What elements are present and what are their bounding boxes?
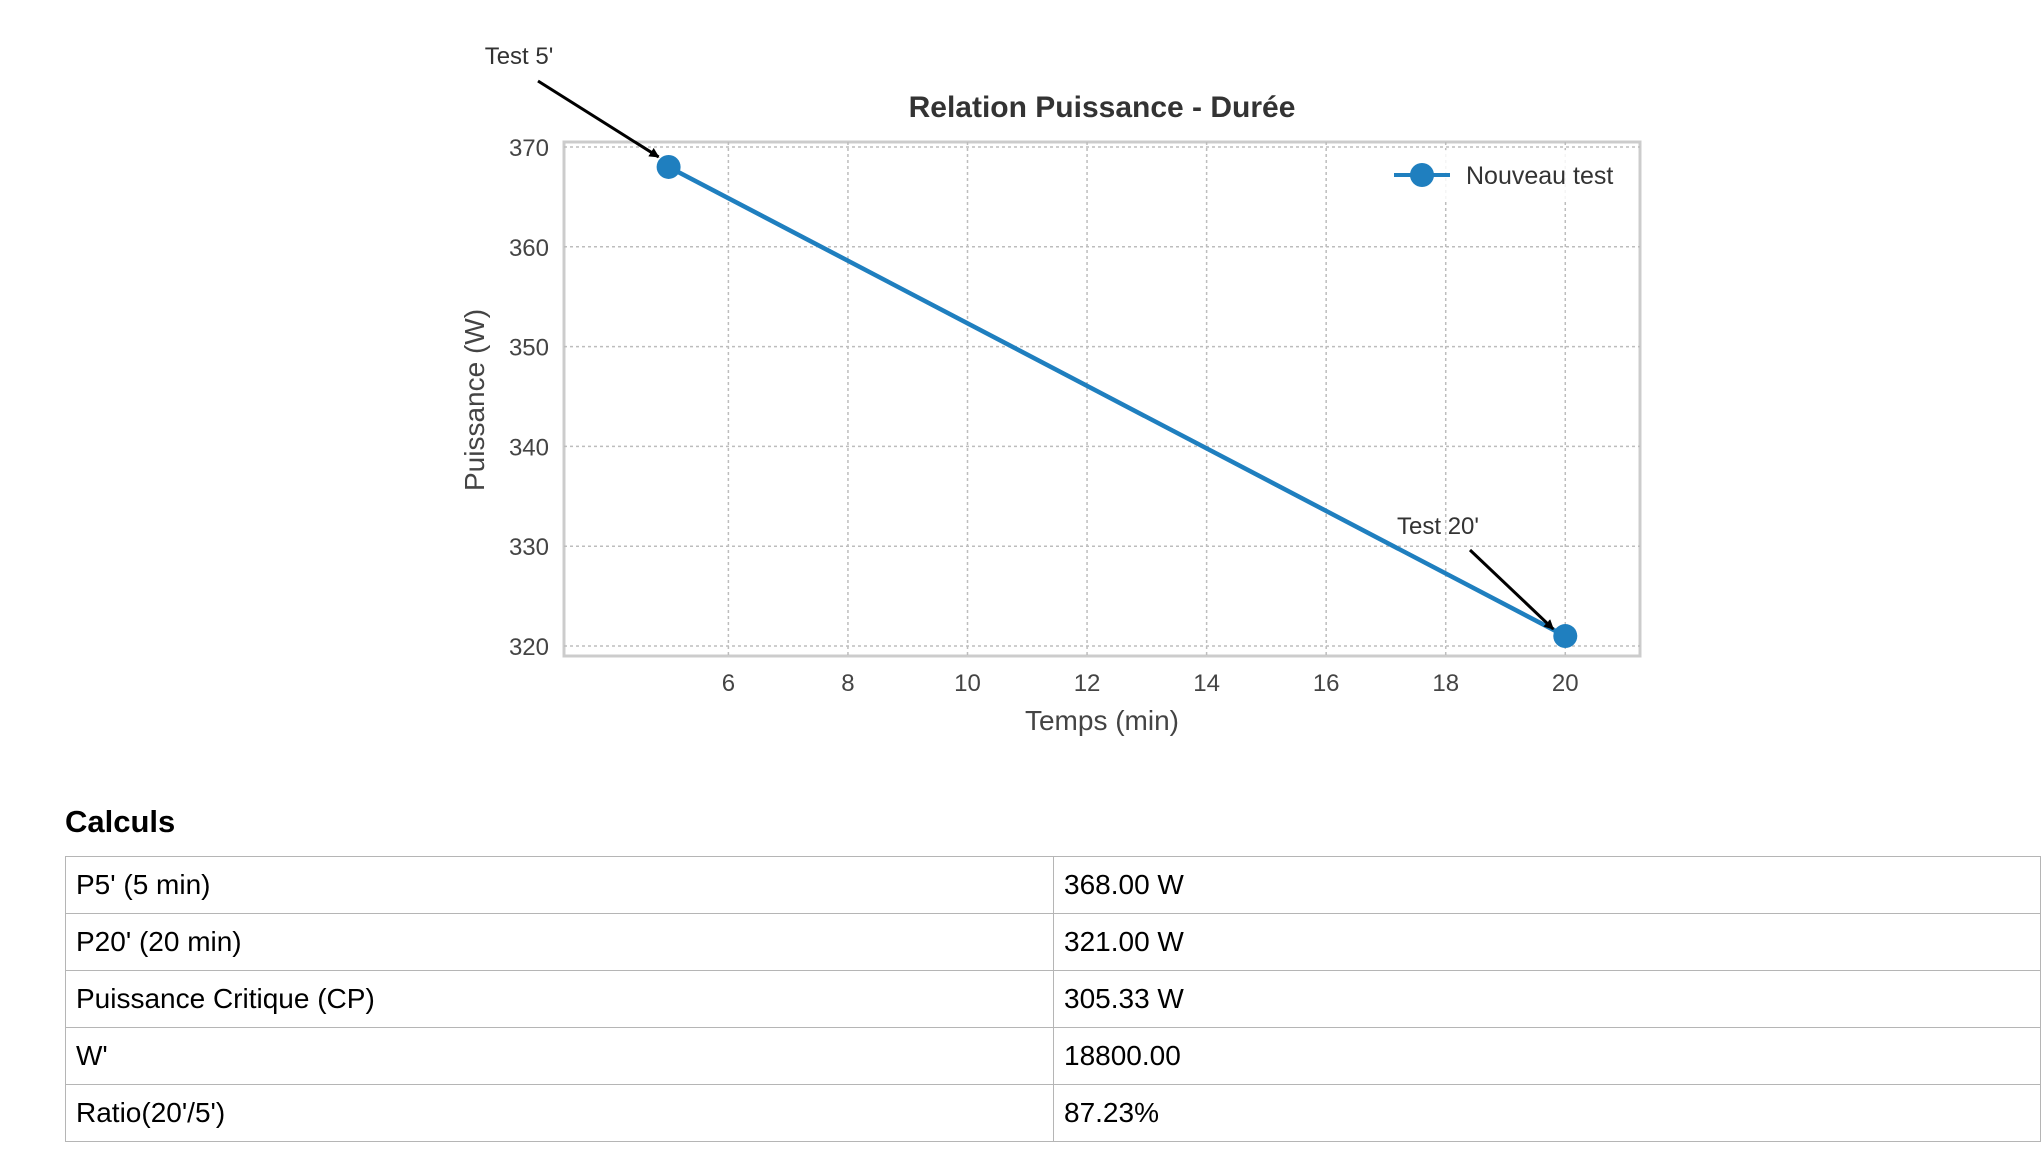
row-label: P5' (5 min) xyxy=(65,856,1054,914)
y-axis-label: Puissance (W) xyxy=(459,309,490,491)
y-axis-ticks: 320 330 340 350 360 370 xyxy=(509,135,549,661)
data-point xyxy=(1553,624,1578,649)
x-tick-label: 18 xyxy=(1432,670,1459,697)
annotation-arrow xyxy=(1468,548,1555,631)
x-tick-label: 16 xyxy=(1313,670,1340,697)
legend-label: Nouveau test xyxy=(1466,162,1613,190)
x-axis-ticks: 6 8 10 12 14 16 18 20 xyxy=(722,670,1579,697)
series-layer xyxy=(656,154,1578,649)
annotation-label: Test 20' xyxy=(1397,513,1479,540)
row-label: Ratio(20'/5') xyxy=(65,1084,1054,1142)
y-tick-label: 370 xyxy=(509,135,549,162)
table-row: W' 18800.00 xyxy=(65,1027,2041,1085)
y-tick-label: 360 xyxy=(509,235,549,262)
legend: Nouveau test xyxy=(1380,150,1632,200)
y-tick-label: 330 xyxy=(509,534,549,561)
row-value: 305.33 W xyxy=(1053,970,2041,1028)
x-tick-label: 12 xyxy=(1074,670,1101,697)
row-label: Puissance Critique (CP) xyxy=(65,970,1054,1028)
row-label: W' xyxy=(65,1027,1054,1085)
row-value: 321.00 W xyxy=(1053,913,2041,971)
annotation-label: Test 5' xyxy=(485,43,554,70)
table-row: P20' (20 min) 321.00 W xyxy=(65,913,2041,971)
y-tick-label: 340 xyxy=(509,434,549,461)
annotations-layer: Test 5' Test 20' xyxy=(485,43,1555,631)
table-row: Ratio(20'/5') 87.23% xyxy=(65,1084,2041,1142)
x-axis-label: Temps (min) xyxy=(1025,705,1179,736)
legend-marker-icon xyxy=(1410,163,1434,187)
series-line xyxy=(667,164,1567,639)
y-tick-label: 350 xyxy=(509,335,549,362)
y-tick-label: 320 xyxy=(509,634,549,661)
row-value: 18800.00 xyxy=(1053,1027,2041,1085)
row-value: 87.23% xyxy=(1053,1084,2041,1142)
chart-title: Relation Puissance - Durée xyxy=(909,91,1296,124)
calculs-table: P5' (5 min) 368.00 W P20' (20 min) 321.0… xyxy=(65,856,2041,1142)
power-duration-chart: 6 8 10 12 14 16 18 20 320 330 340 350 360 370 Test 5… xyxy=(459,43,1642,736)
data-point xyxy=(656,154,681,179)
x-tick-label: 6 xyxy=(722,670,735,697)
table-row: P5' (5 min) 368.00 W xyxy=(65,856,2041,914)
x-tick-label: 10 xyxy=(954,670,981,697)
x-tick-label: 8 xyxy=(841,670,854,697)
row-value: 368.00 W xyxy=(1053,856,2041,914)
row-label: P20' (20 min) xyxy=(65,913,1054,971)
grid xyxy=(564,142,1640,656)
plot-area xyxy=(562,140,1642,658)
calculs-title: Calculs xyxy=(65,804,176,839)
x-tick-label: 20 xyxy=(1552,670,1579,697)
table-row: Puissance Critique (CP) 305.33 W xyxy=(65,970,2041,1028)
annotation-arrow xyxy=(537,79,660,159)
x-tick-label: 14 xyxy=(1193,670,1220,697)
